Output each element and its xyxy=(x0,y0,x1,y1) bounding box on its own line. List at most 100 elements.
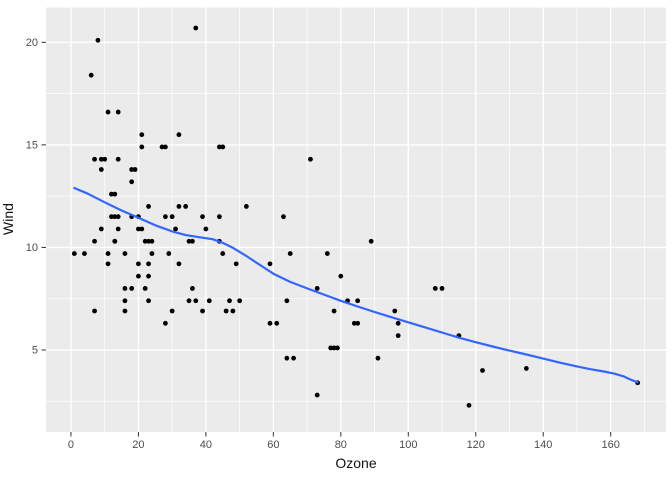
data-point xyxy=(314,392,320,398)
data-point xyxy=(324,251,330,256)
data-point xyxy=(395,333,401,339)
data-point xyxy=(274,320,280,326)
y-tick-label: 20 xyxy=(26,37,38,49)
data-point xyxy=(193,25,199,31)
data-point xyxy=(71,251,77,256)
data-point xyxy=(284,298,290,304)
y-tick-label: 10 xyxy=(26,242,38,254)
data-point xyxy=(105,251,111,256)
data-point xyxy=(189,238,195,244)
data-point xyxy=(146,298,151,304)
data-point xyxy=(122,251,128,256)
data-point xyxy=(193,298,199,304)
data-point xyxy=(95,37,101,43)
data-point xyxy=(314,286,320,291)
data-point xyxy=(109,191,114,197)
data-point xyxy=(92,308,97,314)
x-tick-label: 120 xyxy=(467,439,485,451)
data-point xyxy=(142,286,148,291)
data-point xyxy=(183,204,189,209)
data-point xyxy=(115,226,121,232)
data-point xyxy=(163,214,168,220)
x-tick-label: 80 xyxy=(335,439,347,451)
data-point xyxy=(122,298,128,304)
data-point xyxy=(281,214,286,220)
data-point xyxy=(267,261,273,267)
data-point xyxy=(112,214,118,220)
data-point xyxy=(146,238,151,244)
data-point xyxy=(176,261,182,267)
data-point xyxy=(216,214,222,220)
data-point xyxy=(439,286,445,291)
data-point xyxy=(146,273,151,279)
data-point xyxy=(169,308,175,314)
data-point xyxy=(112,191,118,197)
data-point xyxy=(139,132,145,138)
data-point xyxy=(98,226,104,232)
data-point xyxy=(355,298,361,304)
data-point xyxy=(166,251,172,256)
data-point xyxy=(237,298,243,304)
data-point xyxy=(223,308,229,314)
x-tick-label: 60 xyxy=(267,439,279,451)
y-tick-label: 5 xyxy=(32,344,38,356)
data-point xyxy=(142,238,148,244)
data-point xyxy=(159,144,165,150)
data-point xyxy=(149,251,155,256)
loess-smooth-line xyxy=(73,186,639,384)
data-point xyxy=(146,204,151,209)
data-point xyxy=(338,273,344,279)
data-point xyxy=(328,345,334,351)
data-point xyxy=(149,238,155,244)
data-point xyxy=(216,144,222,150)
data-point xyxy=(98,156,104,162)
plot-panel xyxy=(46,7,666,432)
data-point xyxy=(284,355,290,361)
data-point xyxy=(432,286,438,291)
data-point xyxy=(82,251,87,256)
data-point xyxy=(368,238,374,244)
data-point xyxy=(98,167,104,172)
data-point xyxy=(139,144,145,150)
data-point xyxy=(115,109,121,115)
data-point xyxy=(230,308,236,314)
data-point xyxy=(136,261,141,267)
data-point xyxy=(335,345,340,351)
data-point xyxy=(139,226,145,232)
data-point xyxy=(169,214,175,220)
data-point xyxy=(186,298,192,304)
x-tick-label: 100 xyxy=(399,439,417,451)
data-point xyxy=(129,167,135,172)
data-point xyxy=(355,320,361,326)
x-tick-label: 140 xyxy=(534,439,552,451)
x-axis-title: Ozone xyxy=(335,455,377,471)
data-point xyxy=(227,298,232,304)
x-tick-label: 20 xyxy=(132,439,144,451)
data-point xyxy=(308,156,313,162)
data-point xyxy=(176,204,182,209)
data-point xyxy=(122,286,128,291)
data-point xyxy=(375,355,381,361)
data-point xyxy=(163,320,168,326)
data-point xyxy=(331,308,337,314)
data-point xyxy=(267,320,273,326)
data-point xyxy=(220,144,226,150)
y-axis-title: Wind xyxy=(0,203,16,235)
data-point xyxy=(523,366,529,371)
data-point xyxy=(220,251,226,256)
data-point xyxy=(243,204,249,209)
data-point xyxy=(115,156,121,162)
data-point xyxy=(136,273,141,279)
data-point xyxy=(132,167,138,172)
x-tick-label: 160 xyxy=(601,439,619,451)
data-point xyxy=(287,251,293,256)
data-point xyxy=(92,238,97,244)
data-point xyxy=(200,308,205,314)
data-point xyxy=(109,214,114,220)
data-point xyxy=(112,238,118,244)
data-point xyxy=(480,368,485,373)
data-point xyxy=(203,226,209,232)
data-point xyxy=(200,214,205,220)
